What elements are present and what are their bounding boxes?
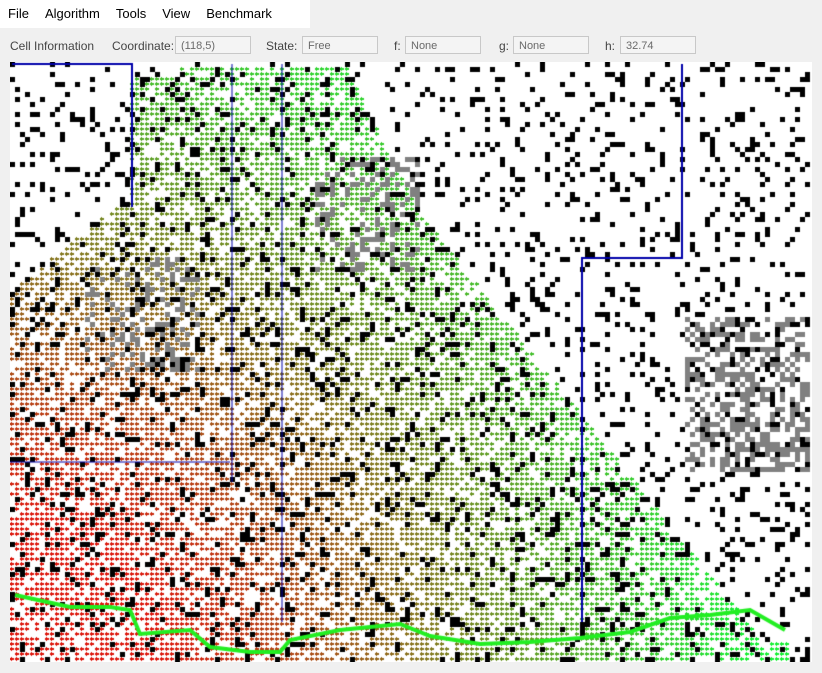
cell-info-bar: Cell Information Coordinate: (118,5) Sta… — [0, 32, 822, 60]
menu-tools[interactable]: Tools — [115, 6, 147, 21]
menu-algorithm[interactable]: Algorithm — [44, 6, 100, 21]
state-label: State: — [266, 39, 298, 53]
menu-file[interactable]: File — [8, 6, 29, 21]
f-label: f: — [394, 39, 401, 53]
grid-map-canvas[interactable] — [10, 62, 812, 662]
menu-bar: File Algorithm Tools View Benchmark — [0, 0, 310, 28]
g-field[interactable]: None — [513, 36, 589, 54]
coordinate-field[interactable]: (118,5) — [175, 36, 251, 54]
h-field[interactable]: 32.74 — [620, 36, 696, 54]
cell-info-label: Cell Information — [10, 39, 95, 53]
f-field[interactable]: None — [405, 36, 481, 54]
h-label: h: — [605, 39, 616, 53]
coordinate-label: Coordinate: — [112, 39, 175, 53]
menu-view[interactable]: View — [162, 6, 191, 21]
state-field[interactable]: Free — [302, 36, 378, 54]
grid-map-panel[interactable] — [10, 62, 812, 662]
g-label: g: — [499, 39, 510, 53]
menu-benchmark[interactable]: Benchmark — [206, 6, 272, 21]
